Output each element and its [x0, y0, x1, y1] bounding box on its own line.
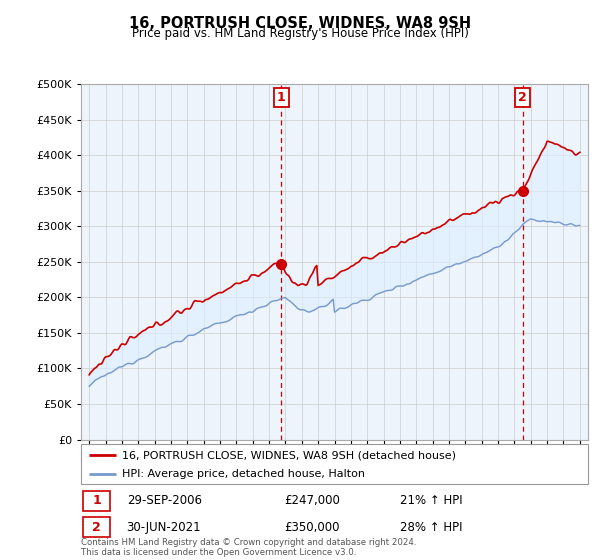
Text: 30-JUN-2021: 30-JUN-2021	[127, 521, 201, 534]
FancyBboxPatch shape	[83, 517, 110, 537]
Text: Contains HM Land Registry data © Crown copyright and database right 2024.
This d: Contains HM Land Registry data © Crown c…	[81, 538, 416, 557]
Text: 16, PORTRUSH CLOSE, WIDNES, WA8 9SH: 16, PORTRUSH CLOSE, WIDNES, WA8 9SH	[129, 16, 471, 31]
Text: HPI: Average price, detached house, Halton: HPI: Average price, detached house, Halt…	[122, 469, 365, 479]
FancyBboxPatch shape	[81, 444, 588, 484]
Text: 28% ↑ HPI: 28% ↑ HPI	[400, 521, 463, 534]
Text: Price paid vs. HM Land Registry's House Price Index (HPI): Price paid vs. HM Land Registry's House …	[131, 27, 469, 40]
Text: 16, PORTRUSH CLOSE, WIDNES, WA8 9SH (detached house): 16, PORTRUSH CLOSE, WIDNES, WA8 9SH (det…	[122, 450, 455, 460]
Text: 1: 1	[277, 91, 286, 104]
Text: 21% ↑ HPI: 21% ↑ HPI	[400, 494, 463, 507]
Text: 2: 2	[92, 521, 101, 534]
FancyBboxPatch shape	[83, 491, 110, 511]
Text: 1: 1	[92, 494, 101, 507]
Text: 29-SEP-2006: 29-SEP-2006	[127, 494, 202, 507]
Text: £247,000: £247,000	[284, 494, 340, 507]
Text: £350,000: £350,000	[284, 521, 340, 534]
Text: 2: 2	[518, 91, 527, 104]
